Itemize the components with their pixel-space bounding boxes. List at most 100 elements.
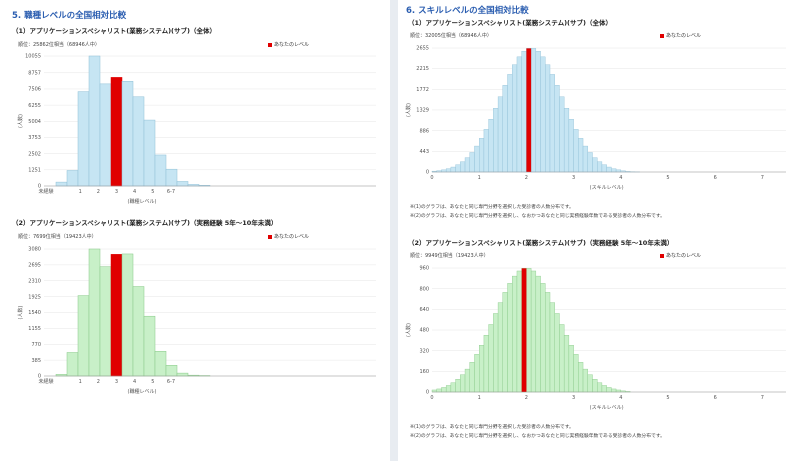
chart-title-job-overall: （1）アプリケーションスペシャリスト(業務システム)(サブ)（全体） — [12, 27, 216, 35]
bar — [143, 315, 156, 377]
y-tick-label: 0 — [426, 170, 429, 176]
bar — [488, 119, 494, 173]
bar — [455, 164, 461, 173]
bar — [483, 129, 489, 173]
bar — [154, 154, 167, 187]
bar — [493, 108, 499, 173]
bar — [526, 268, 532, 393]
job-level-chart-experience: 0 385 770 1155 1540 1925 2310 2695 3080 (人数) 未経験 1 2… — [17, 247, 376, 395]
bar — [77, 91, 90, 187]
x-tick-label: 4 — [619, 395, 622, 401]
bar — [615, 389, 622, 393]
bar — [121, 253, 134, 377]
bar — [516, 56, 522, 173]
y-tick-label: 160 — [419, 369, 429, 375]
y-tick-label: 886 — [419, 128, 429, 134]
x-axis-label: (職種レベル) — [128, 388, 157, 395]
y-tick-label: 800 — [419, 286, 429, 292]
bar — [512, 64, 518, 173]
bar — [545, 64, 551, 173]
x-tick-label: 5 — [151, 379, 154, 385]
bar — [559, 96, 565, 173]
note-1: ※(1)のグラフは、あなたと同じ専門分野を選択した受診者の人数分布です。 — [410, 205, 574, 210]
bar — [497, 302, 504, 393]
x-tick-label: 2 — [525, 175, 528, 181]
legend-swatch — [660, 33, 664, 38]
bar — [563, 335, 570, 393]
y-tick-label: 2310 — [28, 278, 41, 284]
y-tick-label: 960 — [419, 266, 429, 272]
bar — [464, 157, 470, 173]
y-tick-label: 1925 — [28, 294, 41, 300]
bar — [99, 266, 112, 377]
bar — [568, 119, 574, 173]
rank-text-skill-overall: 順位：32005位相当（68946人中） — [410, 33, 492, 39]
bar — [554, 313, 560, 393]
x-axis-label: (スキルレベル) — [590, 185, 624, 191]
bar — [474, 354, 480, 393]
x-tick-label: 1 — [79, 379, 82, 385]
bar — [445, 385, 452, 393]
y-tick-label: 7506 — [28, 87, 41, 93]
bar — [143, 119, 156, 187]
bar — [563, 108, 570, 173]
highlight-bar — [110, 77, 123, 187]
y-axis-label: (人数) — [405, 323, 412, 337]
y-tick-label: 10055 — [25, 54, 41, 60]
legend-job-experience: あなたのレベル — [268, 233, 309, 240]
bar — [545, 292, 551, 393]
bar — [582, 368, 588, 393]
y-tick-label: 3753 — [28, 135, 41, 141]
y-tick-label: 1155 — [28, 326, 41, 332]
bar — [502, 292, 508, 393]
bar — [611, 388, 617, 393]
bar — [606, 387, 612, 393]
x-tick-label: 未経験 — [38, 378, 53, 385]
x-tick-label: 3 — [115, 189, 118, 195]
bar — [516, 270, 522, 393]
bar — [88, 248, 101, 377]
bar — [587, 374, 593, 393]
legend-skill-overall: あなたのレベル — [660, 32, 701, 39]
job-level-panel: 5. 職種レベルの全国相対比較 （1）アプリケーションスペシャリスト(業務システ… — [0, 0, 390, 461]
y-tick-label: 6255 — [28, 103, 41, 109]
bar — [488, 324, 494, 393]
x-tick-label: 2 — [525, 395, 528, 401]
legend-job-overall: あなたのレベル — [268, 41, 309, 48]
legend-skill-experience: あなたのレベル — [660, 252, 701, 259]
bar — [611, 168, 617, 173]
x-tick-label: 0 — [430, 175, 433, 181]
bar — [441, 387, 447, 393]
bar — [441, 169, 447, 173]
y-tick-label: 1329 — [416, 108, 429, 114]
bar — [431, 389, 437, 393]
bar — [478, 138, 485, 173]
legend-swatch — [268, 42, 272, 47]
bar — [88, 55, 101, 187]
x-tick-label: 1 — [478, 175, 481, 181]
bar — [474, 145, 480, 173]
bar — [507, 74, 513, 173]
rank-text-skill-experience: 順位：9949位相当（19423人中） — [410, 253, 489, 259]
y-tick-label: 2502 — [28, 151, 41, 157]
y-tick-label: 770 — [31, 342, 41, 348]
y-tick-label: 0 — [38, 374, 41, 380]
legend-swatch — [268, 234, 272, 239]
y-tick-label: 1540 — [28, 310, 41, 316]
x-tick-label: 5 — [151, 189, 154, 195]
bar — [502, 85, 508, 173]
section-title-skill-level: 6. スキルレベルの全国相対比較 — [406, 6, 529, 16]
y-tick-label: 2655 — [416, 46, 429, 52]
x-tick-label: 5 — [666, 175, 669, 181]
bar — [535, 275, 541, 393]
x-tick-label: 3 — [115, 379, 118, 385]
bar — [66, 352, 79, 377]
highlight-bar — [521, 268, 527, 392]
y-tick-label: 0 — [426, 390, 429, 396]
section-title-job-level: 5. 職種レベルの全国相対比較 — [12, 11, 127, 21]
note-2: ※(2)のグラフは、あなたと同じ専門分野を選択し、なおかつあなたと同じ実務経験年… — [410, 214, 665, 219]
x-tick-label: 3 — [572, 175, 575, 181]
x-tick-label: 1 — [79, 189, 82, 195]
note-2: ※(2)のグラフは、あなたと同じ専門分野を選択し、なおかつあなたと同じ実務経験年… — [410, 434, 665, 439]
legend-label: あなたのレベル — [274, 42, 310, 48]
